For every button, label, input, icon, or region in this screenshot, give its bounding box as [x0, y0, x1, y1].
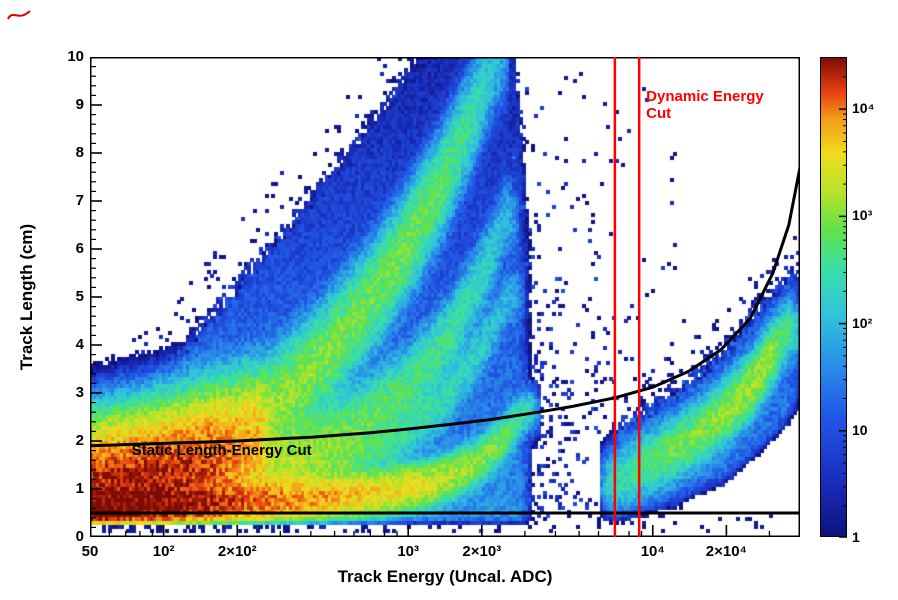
colorbar-tick-label: 10: [852, 421, 868, 438]
colorbar-tick-label: 10²: [852, 314, 873, 331]
y-tick-label: 9: [75, 96, 84, 113]
y-tick-label: 8: [75, 144, 84, 161]
y-tick-label: 5: [75, 288, 84, 305]
y-tick-label: 3: [75, 384, 84, 401]
x-tick-label: 10²: [152, 543, 175, 560]
colorbar-tick-label: 10³: [852, 207, 873, 224]
y-tick-label: 10: [67, 48, 84, 65]
x-tick-label: 10⁴: [640, 543, 665, 560]
dynamic-cut-label: Dynamic Energy Cut: [646, 88, 764, 123]
static-cut-label: Static Length-Energy Cut: [131, 441, 312, 459]
heatmap-canvas: [90, 57, 800, 537]
corner-red-mark: [7, 10, 31, 20]
y-tick-label: 2: [75, 432, 84, 449]
x-axis-title: Track Energy (Uncal. ADC): [337, 567, 553, 586]
y-tick-label: 4: [75, 336, 84, 353]
colorbar-ticks: [839, 76, 847, 538]
x-tick-label: 2×10²: [217, 543, 257, 560]
plot-frame: [90, 57, 800, 537]
y-axis-title: Track Length (cm): [17, 223, 36, 371]
static-cut-curve: [90, 167, 800, 448]
x-tick-label: 10³: [397, 543, 420, 560]
colorbar: [820, 57, 847, 538]
y-tick-label: 7: [75, 192, 84, 209]
plot-area: Static Length-Energy Cut Dynamic Energy …: [90, 57, 800, 537]
colorbar-gradient: [821, 58, 846, 536]
plot-overlay: [90, 57, 800, 537]
colorbar-tick-label: 1: [852, 529, 860, 545]
x-tick-label: 2×10³: [462, 543, 502, 560]
x-tick-label: 2×10⁴: [705, 543, 747, 560]
colorbar-tick-label: 10⁴: [852, 100, 875, 117]
y-tick-label: 0: [75, 528, 84, 545]
y-tick-label: 6: [75, 240, 84, 257]
x-tick-label: 50: [81, 543, 99, 560]
y-tick-label: 1: [75, 480, 84, 497]
